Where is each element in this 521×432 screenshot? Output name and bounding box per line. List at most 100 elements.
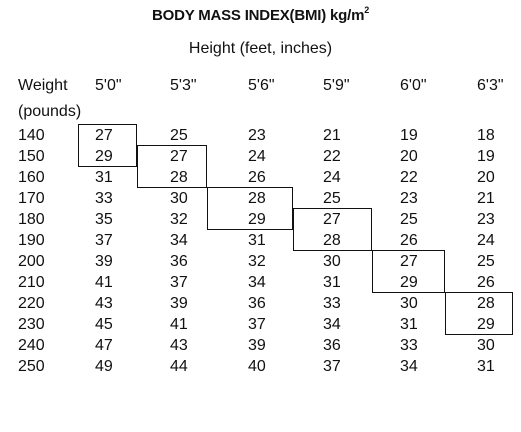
bmi-value-cell: 21 — [477, 190, 495, 207]
weight-row-label: 190 — [18, 232, 45, 249]
weight-label-line1: Weight — [18, 77, 68, 94]
bmi-value-cell: 31 — [95, 169, 113, 186]
highlight-box — [78, 124, 137, 167]
weight-row-label: 210 — [18, 274, 45, 291]
bmi-value-cell: 19 — [477, 148, 495, 165]
bmi-value-cell: 30 — [400, 295, 418, 312]
bmi-value-cell: 31 — [477, 358, 495, 375]
bmi-value-cell: 49 — [95, 358, 113, 375]
bmi-value-cell: 33 — [400, 337, 418, 354]
weight-row-label: 150 — [18, 148, 45, 165]
bmi-value-cell: 37 — [248, 316, 266, 333]
bmi-value-cell: 28 — [477, 295, 495, 312]
height-column-header: 5'0" — [95, 77, 122, 94]
bmi-value-cell: 26 — [248, 169, 266, 186]
bmi-value-cell: 43 — [170, 337, 188, 354]
bmi-value-cell: 27 — [400, 253, 418, 270]
bmi-value-cell: 32 — [248, 253, 266, 270]
weight-row-label: 230 — [18, 316, 45, 333]
bmi-value-cell: 29 — [248, 211, 266, 228]
bmi-value-cell: 25 — [323, 190, 341, 207]
bmi-value-cell: 21 — [323, 127, 341, 144]
bmi-value-cell: 33 — [95, 190, 113, 207]
height-column-header: 5'6" — [248, 77, 275, 94]
highlight-box — [137, 145, 207, 188]
bmi-value-cell: 22 — [323, 148, 341, 165]
weight-row-label: 200 — [18, 253, 45, 270]
bmi-value-cell: 43 — [95, 295, 113, 312]
bmi-value-cell: 25 — [400, 211, 418, 228]
bmi-value-cell: 24 — [477, 232, 495, 249]
bmi-value-cell: 27 — [170, 148, 188, 165]
weight-row-label: 180 — [18, 211, 45, 228]
bmi-value-cell: 23 — [477, 211, 495, 228]
bmi-value-cell: 26 — [477, 274, 495, 291]
weight-row-label: 140 — [18, 127, 45, 144]
bmi-value-cell: 34 — [323, 316, 341, 333]
bmi-value-cell: 24 — [323, 169, 341, 186]
height-column-header: 6'0" — [400, 77, 427, 94]
weight-label-line2: (pounds) — [18, 103, 82, 120]
bmi-value-cell: 23 — [248, 127, 266, 144]
bmi-value-cell: 45 — [95, 316, 113, 333]
bmi-value-cell: 23 — [400, 190, 418, 207]
title-superscript: 2 — [364, 5, 370, 15]
bmi-value-cell: 41 — [95, 274, 113, 291]
bmi-value-cell: 28 — [170, 169, 188, 186]
height-column-header: 5'9" — [323, 77, 350, 94]
bmi-value-cell: 47 — [95, 337, 113, 354]
bmi-value-cell: 30 — [170, 190, 188, 207]
height-column-header: 6'3" — [477, 77, 504, 94]
weight-row-label: 170 — [18, 190, 45, 207]
bmi-value-cell: 37 — [95, 232, 113, 249]
bmi-value-cell: 33 — [323, 295, 341, 312]
weight-row-label: 250 — [18, 358, 45, 375]
bmi-value-cell: 18 — [477, 127, 495, 144]
bmi-value-cell: 31 — [400, 316, 418, 333]
bmi-value-cell: 22 — [400, 169, 418, 186]
highlight-box — [207, 187, 293, 230]
bmi-value-cell: 28 — [323, 232, 341, 249]
bmi-value-cell: 41 — [170, 316, 188, 333]
highlight-box — [445, 292, 513, 335]
bmi-value-cell: 37 — [170, 274, 188, 291]
bmi-value-cell: 37 — [323, 358, 341, 375]
bmi-value-cell: 25 — [477, 253, 495, 270]
weight-row-label: 240 — [18, 337, 45, 354]
bmi-value-cell: 35 — [95, 211, 113, 228]
bmi-value-cell: 36 — [170, 253, 188, 270]
bmi-value-cell: 29 — [400, 274, 418, 291]
bmi-value-cell: 39 — [248, 337, 266, 354]
bmi-value-cell: 32 — [170, 211, 188, 228]
bmi-value-cell: 44 — [170, 358, 188, 375]
bmi-value-cell: 31 — [323, 274, 341, 291]
height-axis-title: Height (feet, inches) — [188, 40, 333, 57]
bmi-value-cell: 40 — [248, 358, 266, 375]
bmi-value-cell: 34 — [170, 232, 188, 249]
bmi-value-cell: 19 — [400, 127, 418, 144]
highlight-box — [372, 250, 445, 293]
bmi-value-cell: 27 — [95, 127, 113, 144]
bmi-value-cell: 25 — [170, 127, 188, 144]
bmi-value-cell: 20 — [400, 148, 418, 165]
bmi-value-cell: 34 — [248, 274, 266, 291]
page-title: BODY MASS INDEX(BMI) kg/m2 — [151, 5, 370, 24]
bmi-value-cell: 39 — [95, 253, 113, 270]
bmi-value-cell: 39 — [170, 295, 188, 312]
bmi-value-cell: 31 — [248, 232, 266, 249]
bmi-value-cell: 30 — [477, 337, 495, 354]
bmi-value-cell: 34 — [400, 358, 418, 375]
bmi-value-cell: 27 — [323, 211, 341, 228]
height-column-header: 5'3" — [170, 77, 197, 94]
bmi-value-cell: 30 — [323, 253, 341, 270]
bmi-value-cell: 36 — [323, 337, 341, 354]
bmi-value-cell: 36 — [248, 295, 266, 312]
bmi-value-cell: 29 — [95, 148, 113, 165]
bmi-value-cell: 20 — [477, 169, 495, 186]
weight-row-label: 220 — [18, 295, 45, 312]
bmi-value-cell: 24 — [248, 148, 266, 165]
bmi-value-cell: 28 — [248, 190, 266, 207]
weight-row-label: 160 — [18, 169, 45, 186]
highlight-box — [293, 208, 372, 251]
